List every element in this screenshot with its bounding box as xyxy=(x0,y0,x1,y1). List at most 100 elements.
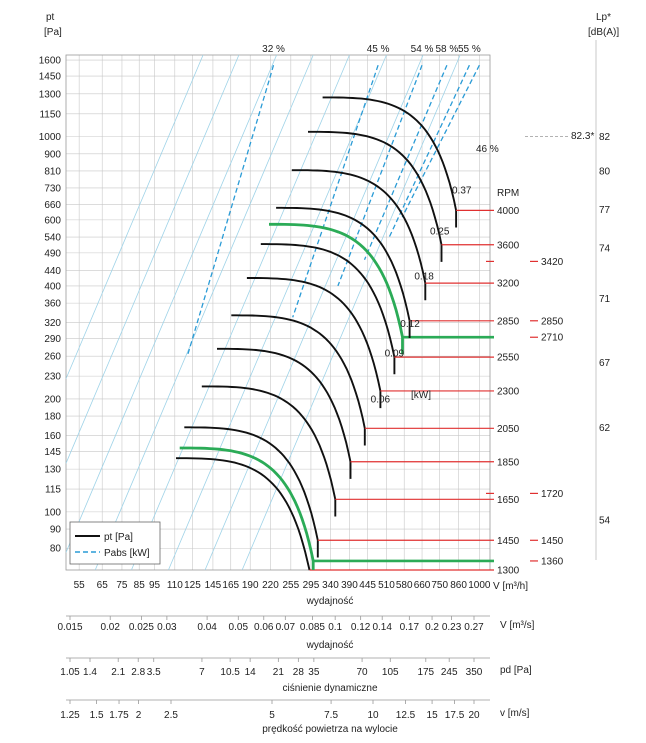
secondary-tick-label: 20 xyxy=(468,710,480,721)
secondary-tick-label: 0.085 xyxy=(300,622,325,633)
rpm-side-label: 2710 xyxy=(541,333,564,344)
secondary-tick-label: 7 xyxy=(199,667,205,678)
efficiency-label: 55 % xyxy=(458,44,481,55)
system-line xyxy=(65,54,240,464)
rpm-curve-3600 xyxy=(308,130,443,262)
efficiency-label: 46 % xyxy=(476,144,499,155)
secondary-tick-label: 1.5 xyxy=(90,710,104,721)
rpm-side-label: 1360 xyxy=(541,556,564,567)
x-tick-label: 190 xyxy=(242,580,259,591)
right-axis-tick: 80 xyxy=(599,166,611,177)
secondary-tick-label: 105 xyxy=(382,667,399,678)
efficiency-lines xyxy=(186,64,480,357)
secondary-tick-label: 0.015 xyxy=(57,622,82,633)
y-tick-label: 1000 xyxy=(39,132,62,143)
power-label: 0.09 xyxy=(385,349,405,360)
rpm-marker-label: 3420 xyxy=(541,257,564,268)
secondary-tick-label: 0.14 xyxy=(372,622,392,633)
efficiency-label: 54 % xyxy=(411,44,434,55)
x-tick-label: 860 xyxy=(450,580,467,591)
rpm-label-1650: 1650 xyxy=(497,495,520,506)
legend: pt [Pa] Pabs [kW] xyxy=(69,521,161,565)
x-tick-label: 390 xyxy=(341,580,358,591)
rpm-label-2300: 2300 xyxy=(497,386,520,397)
y-tick-label: 600 xyxy=(44,215,61,226)
x-tick-label: 510 xyxy=(378,580,395,591)
secondary-tick-label: 0.06 xyxy=(254,622,274,633)
x-tick-label: 340 xyxy=(322,580,339,591)
rpm-curve-2850 xyxy=(276,206,411,338)
secondary-tick-label: 2.8 xyxy=(131,667,145,678)
rpm-label-3600: 3600 xyxy=(497,240,520,251)
secondary-tick-label: 12.5 xyxy=(396,710,416,721)
secondary-tick-label: 0.27 xyxy=(464,622,484,633)
rpm-label: RPM xyxy=(497,188,519,199)
rpm-marker-label: 1720 xyxy=(541,489,564,500)
grid xyxy=(65,40,597,704)
legend-pabs-label: Pabs [kW] xyxy=(104,548,150,559)
y-tick-label: 490 xyxy=(44,248,61,259)
x-tick-label: 75 xyxy=(116,580,128,591)
right-axis-tick: 77 xyxy=(599,205,611,216)
secondary-axis-unit: pd [Pa] xyxy=(500,665,532,676)
secondary-tick-label: 0.03 xyxy=(157,622,177,633)
efficiency-label: 58 % xyxy=(435,44,458,55)
system-line xyxy=(94,54,314,571)
efficiency-line xyxy=(292,64,379,318)
right-axis-tick: 71 xyxy=(599,294,611,305)
y-tick-label: 1150 xyxy=(39,109,61,120)
power-unit-label: [kW] xyxy=(411,390,431,401)
y-tick-label: 115 xyxy=(45,485,61,496)
y-tick-label: 180 xyxy=(44,412,61,423)
efficiency-line xyxy=(186,65,275,357)
efficiency-line xyxy=(363,64,448,260)
y-tick-label: 90 xyxy=(50,525,62,536)
y-tick-label: 160 xyxy=(44,431,61,442)
secondary-tick-label: 21 xyxy=(273,667,285,678)
efficiency-line xyxy=(337,64,423,287)
efficiency-label: 32 % xyxy=(262,44,285,55)
system-line xyxy=(204,54,424,571)
x-tick-label: 55 xyxy=(74,580,86,591)
y-tick-label: 730 xyxy=(44,183,61,194)
secondary-tick-label: 0.07 xyxy=(276,622,296,633)
x-tick-label: 750 xyxy=(431,580,448,591)
secondary-tick-label: 0.1 xyxy=(328,622,342,633)
rpm-side-label: 1450 xyxy=(541,536,564,547)
secondary-axis-unit: v [m/s] xyxy=(500,708,530,719)
rpm-curve-1360 xyxy=(179,446,315,570)
right-axis-tick: 62 xyxy=(599,423,611,434)
y-axis-label-line1: pt xyxy=(46,12,55,23)
x-tick-label: 125 xyxy=(184,580,201,591)
y-tick-label: 810 xyxy=(44,166,61,177)
rpm-label-1450: 1450 xyxy=(497,536,520,547)
power-label: 0.25 xyxy=(430,227,450,238)
secondary-tick-label: 1.25 xyxy=(60,710,80,721)
rpm-curve-4000 xyxy=(322,96,458,228)
system-line xyxy=(65,54,204,379)
secondary-tick-label: 2.1 xyxy=(111,667,125,678)
system-line xyxy=(168,54,387,571)
secondary-tick-label: 245 xyxy=(441,667,458,678)
rpm-side-label: 2850 xyxy=(541,316,564,327)
secondary-tick-label: 0.05 xyxy=(229,622,249,633)
secondary-tick-label: 7.5 xyxy=(324,710,338,721)
secondary-tick-label: 350 xyxy=(466,667,483,678)
rpm-label-2550: 2550 xyxy=(497,353,520,364)
x-tick-label: 445 xyxy=(359,580,376,591)
secondary-tick-label: 2 xyxy=(136,710,142,721)
x-tick-label: 110 xyxy=(167,580,183,591)
secondary-axis-unit: V [m³/s] xyxy=(500,620,535,631)
rpm-curve-2550 xyxy=(260,243,396,375)
x-tick-label: 255 xyxy=(282,580,299,591)
y-tick-label: 660 xyxy=(44,200,61,211)
y-tick-label: 900 xyxy=(44,149,61,160)
power-label: 0.37 xyxy=(452,186,472,197)
power-label: 0.12 xyxy=(400,319,420,330)
secondary-tick-label: 0.025 xyxy=(129,622,154,633)
x-tick-label: 85 xyxy=(134,580,146,591)
x-axis-title: wydajność xyxy=(306,596,354,607)
secondary-tick-label: 28 xyxy=(293,667,305,678)
y-tick-label: 1450 xyxy=(39,72,62,83)
power-label: 0.18 xyxy=(414,272,434,283)
